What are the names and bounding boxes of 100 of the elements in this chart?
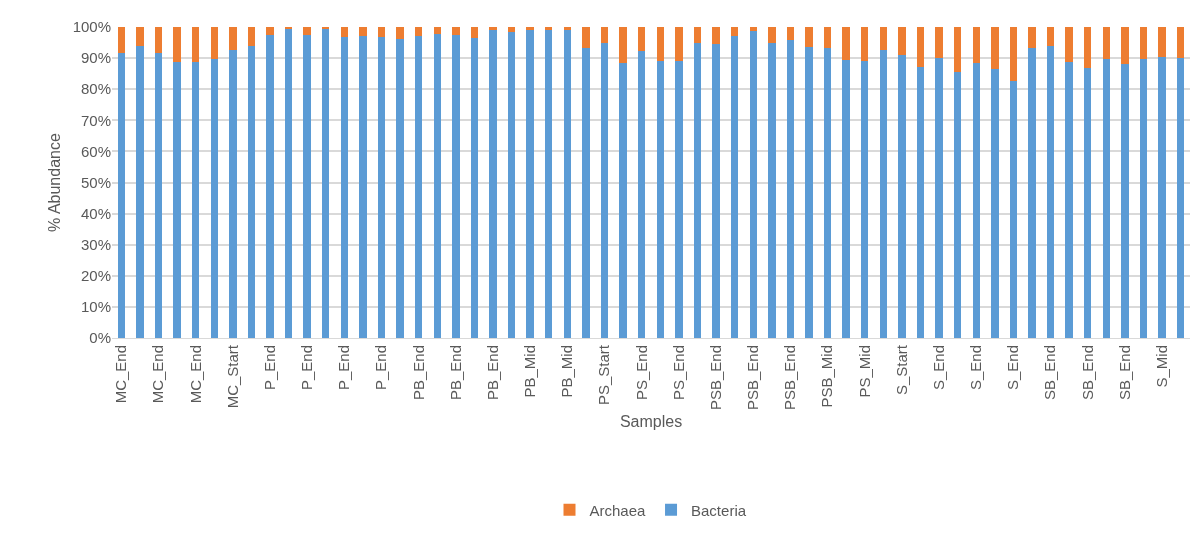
bar [1176, 58, 1185, 338]
x-tick-label: S_End [1004, 345, 1022, 391]
x-tick-label: P_End [372, 345, 390, 391]
bar [322, 28, 330, 338]
bar [117, 52, 126, 338]
bar [452, 34, 460, 338]
bar [842, 27, 850, 61]
x-tick-label: PS_Mid [855, 345, 873, 398]
bar [1046, 45, 1055, 338]
x-tick-label: PS_Start [595, 344, 613, 406]
bar [1139, 27, 1148, 60]
x-tick-label: SB_End [1078, 345, 1096, 401]
bar [266, 27, 274, 36]
bar [823, 48, 832, 338]
bar [749, 31, 757, 338]
bar [1084, 27, 1092, 69]
x-tick-label: P_End [260, 345, 278, 391]
bar [675, 61, 683, 338]
bar [545, 30, 553, 338]
bar [284, 28, 293, 338]
x-tick-label: PB_Mid [558, 345, 576, 398]
x-axis-title: Samples [619, 412, 683, 430]
bar [730, 27, 739, 37]
bar [712, 27, 720, 45]
bar [1139, 59, 1148, 338]
bar [340, 36, 349, 338]
y-tick-label: 0% [89, 329, 111, 347]
bar [1028, 47, 1036, 338]
x-tick-label: PS_End [632, 345, 650, 401]
bar [786, 40, 795, 338]
bar [1121, 64, 1129, 338]
x-tick-label: PS_End [669, 345, 687, 401]
bar [582, 47, 590, 338]
bar [693, 27, 702, 43]
x-tick-label: S_End [929, 345, 947, 391]
bar [1102, 27, 1111, 60]
bar [619, 62, 627, 338]
bar [210, 59, 218, 338]
x-tick-label: MC_Start [223, 344, 241, 409]
bar [247, 27, 256, 47]
bar [656, 27, 665, 61]
bar [452, 27, 460, 35]
x-tick-label: PB_End [409, 345, 427, 401]
bar [396, 38, 404, 338]
bar [786, 27, 795, 41]
bar [173, 27, 181, 63]
bar [935, 58, 943, 338]
bar [879, 27, 888, 51]
bar [637, 50, 646, 338]
bar [563, 30, 572, 338]
bar [582, 27, 590, 48]
bar [898, 54, 906, 338]
bar [861, 27, 869, 61]
y-tick-label: 90% [80, 49, 111, 67]
x-tick-label: S_Start [892, 344, 910, 396]
bar [1158, 56, 1166, 338]
x-tick-label: PB_End [483, 345, 501, 401]
bar [173, 62, 181, 338]
bar [377, 27, 386, 37]
x-tick-label: S_Mid [1152, 345, 1170, 388]
bar [600, 43, 609, 338]
bar [396, 27, 404, 39]
bar [898, 27, 906, 55]
y-tick-label: 40% [80, 204, 111, 222]
x-tick-label: P_End [335, 345, 353, 391]
bar [507, 27, 516, 33]
y-tick-label: 70% [80, 111, 111, 129]
bar [991, 69, 999, 338]
y-axis-title: % Abundance [45, 133, 63, 232]
bar [470, 27, 479, 38]
bar [136, 45, 144, 338]
bar [916, 66, 925, 338]
bar [823, 27, 832, 49]
bar [953, 27, 962, 73]
bar [154, 27, 163, 53]
bar [972, 27, 980, 64]
bar [1028, 27, 1036, 48]
bar [377, 36, 386, 338]
bar [229, 50, 237, 338]
bar [637, 27, 646, 51]
bar [414, 36, 423, 338]
bar [191, 27, 200, 63]
bar [675, 27, 683, 62]
bar [730, 36, 739, 338]
bar [953, 72, 962, 338]
bar [619, 27, 627, 63]
y-tick-label: 100% [72, 18, 111, 36]
bar [470, 37, 479, 338]
bar [1065, 62, 1073, 338]
bar [136, 27, 144, 46]
bar [266, 35, 274, 338]
x-tick-label: PSB_Mid [818, 345, 836, 408]
bar [1009, 80, 1018, 338]
y-tick-label: 60% [80, 142, 111, 160]
bar [1158, 27, 1166, 57]
x-tick-label: P_End [298, 345, 316, 391]
bar [861, 60, 869, 338]
bar [1084, 68, 1092, 338]
bar [433, 34, 441, 338]
y-tick-label: 20% [80, 267, 111, 285]
